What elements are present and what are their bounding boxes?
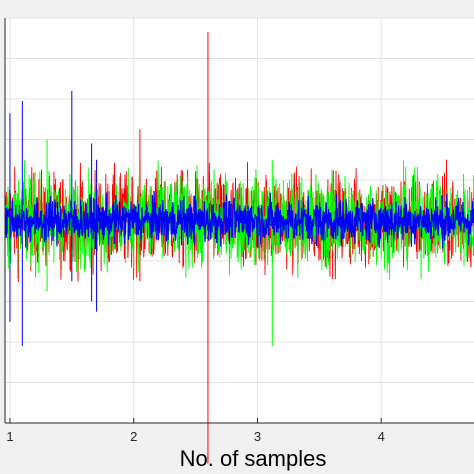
x-tick-label-4: 4: [378, 429, 385, 444]
x-axis-label: No. of samples: [180, 446, 327, 471]
series-3-line: [4, 190, 474, 250]
x-tick-label-1: 1: [6, 429, 13, 444]
x-tick-label-3: 3: [254, 429, 261, 444]
series-3: [4, 90, 474, 347]
x-tick-labels: 1 2 3 4: [6, 418, 385, 444]
series-group: [4, 32, 474, 464]
figure-top-band: [0, 0, 474, 18]
x-tick-label-2: 2: [130, 429, 137, 444]
